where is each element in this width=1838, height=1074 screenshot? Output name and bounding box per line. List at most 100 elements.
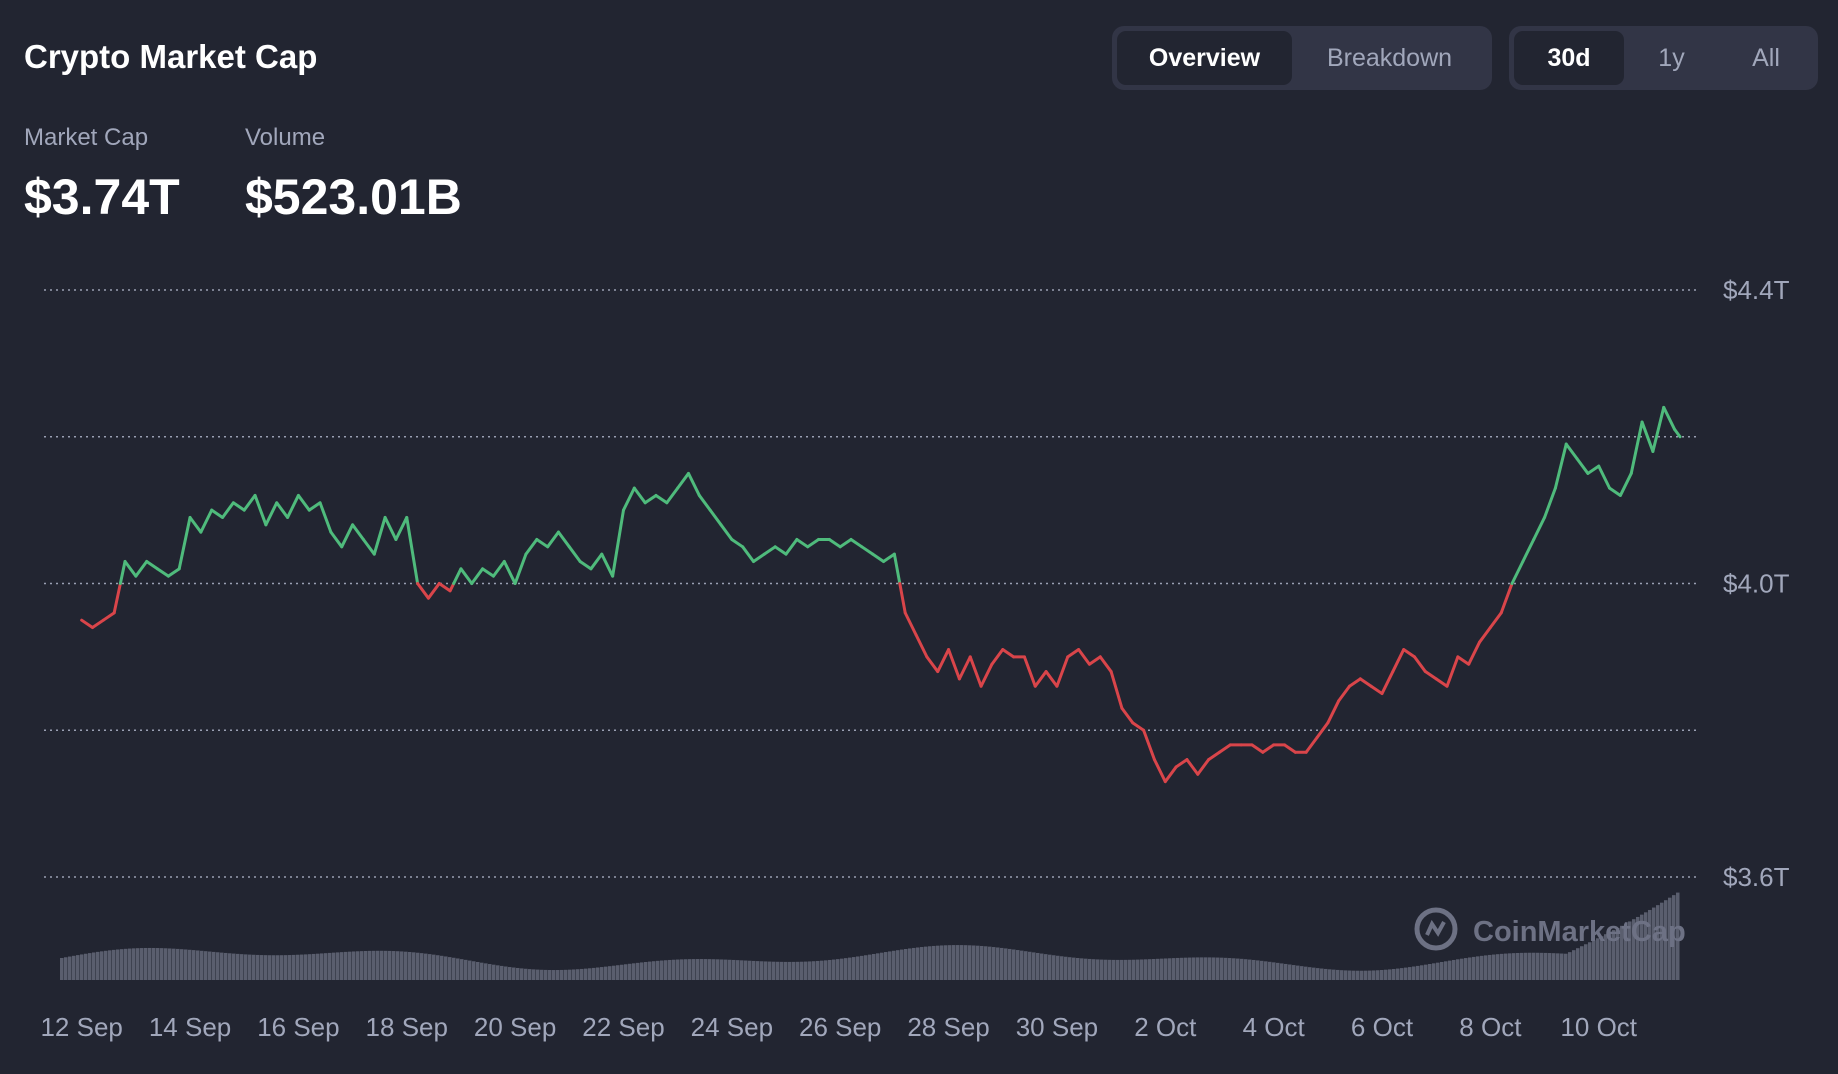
tab-breakdown[interactable]: Breakdown — [1326, 43, 1453, 72]
tab-1y[interactable]: 1y — [1658, 43, 1685, 72]
volume-bar — [564, 969, 568, 980]
volume-bar — [1528, 952, 1532, 980]
volume-bar — [1108, 959, 1112, 980]
volume-bar — [1516, 952, 1520, 980]
price-segment — [936, 648, 951, 674]
volume-bar — [1600, 936, 1604, 980]
volume-bar — [1132, 959, 1136, 980]
volume-bar — [1532, 952, 1536, 980]
volume-bar — [1588, 942, 1592, 980]
price-segment — [968, 655, 983, 688]
volume-bar — [520, 968, 524, 980]
volume-bar — [176, 948, 180, 980]
price-segment — [1185, 758, 1200, 776]
volume-bar — [200, 950, 204, 980]
price-segment — [1402, 648, 1417, 659]
volume-bar — [1164, 958, 1168, 980]
volume-bar — [1500, 953, 1504, 980]
price-segment — [1597, 464, 1612, 490]
volume-bar — [376, 950, 380, 980]
volume-bar — [368, 950, 372, 980]
volume-bar — [1192, 957, 1196, 980]
volume-bar — [580, 968, 584, 980]
tab-30d[interactable]: 30d — [1514, 31, 1624, 85]
volume-bar — [856, 956, 860, 980]
volume-bar — [248, 954, 252, 980]
volume-bar — [1116, 959, 1120, 980]
volume-bar — [1540, 952, 1544, 980]
volume-bar — [1496, 954, 1500, 980]
volume-bar — [504, 966, 508, 980]
volume-bar — [1512, 953, 1516, 980]
volume-bar — [708, 959, 712, 980]
volume-bar — [876, 953, 880, 980]
price-segment — [123, 559, 138, 578]
volume-bar — [996, 947, 1000, 980]
price-segment — [1553, 442, 1568, 490]
tab-all[interactable]: All — [1752, 43, 1780, 72]
volume-bar — [728, 959, 732, 980]
volume-bar — [1676, 892, 1680, 980]
volume-bar — [272, 955, 276, 980]
range-tab-group: 30d 1y All — [1509, 26, 1818, 90]
price-segment — [979, 662, 994, 688]
volume-bar — [936, 945, 940, 980]
y-axis: $4.4T $4.0T $3.6T — [1723, 275, 1790, 892]
volume-bar — [508, 967, 512, 980]
volume-bar — [620, 964, 624, 980]
price-segment — [1608, 486, 1622, 497]
volume-bar — [404, 951, 408, 980]
volume-bar — [276, 955, 280, 980]
volume-bar — [224, 952, 228, 980]
price-segment — [481, 567, 495, 578]
volume-bar — [1128, 959, 1132, 980]
price-segment — [1163, 765, 1178, 784]
volume-bar — [1148, 959, 1152, 980]
volume-bar — [792, 961, 796, 980]
price-segment — [1478, 626, 1492, 644]
volume-bar — [1596, 938, 1600, 980]
price-segment — [1391, 648, 1406, 674]
watermark: CoinMarketCap — [1414, 907, 1686, 951]
volume-bar — [1288, 964, 1292, 980]
volume-bar — [128, 948, 132, 980]
volume-bar — [1448, 960, 1452, 980]
volume-bar — [1284, 963, 1288, 980]
price-segment — [990, 648, 1005, 666]
volume-bar — [420, 953, 424, 980]
volume-bar — [888, 951, 892, 980]
volume-bar — [1308, 967, 1312, 980]
price-segment — [1066, 648, 1081, 659]
price-segment — [1250, 743, 1265, 754]
tab-overview[interactable]: Overview — [1117, 31, 1292, 85]
volume-bar — [1660, 902, 1664, 980]
volume-bar — [1060, 956, 1064, 980]
volume-bar — [1560, 953, 1564, 980]
volume-bar — [84, 953, 88, 980]
volume-bar — [716, 959, 720, 980]
volume-bar — [944, 945, 948, 980]
price-segment — [535, 537, 550, 549]
price-segment — [1196, 758, 1211, 776]
volume-bar — [492, 964, 496, 980]
price-segment — [1022, 655, 1037, 688]
volume-bar — [980, 945, 984, 980]
volume-bar — [468, 960, 472, 980]
price-segment — [1651, 405, 1666, 453]
x-tick-label: 2 Oct — [1134, 1012, 1197, 1042]
price-segment — [556, 530, 571, 549]
x-tick-label: 24 Sep — [691, 1012, 773, 1042]
volume-bar — [1656, 905, 1660, 980]
volume-bar — [1356, 970, 1360, 980]
volume-bar — [848, 957, 852, 980]
volume-bar — [144, 947, 148, 980]
volume-bar — [1572, 950, 1576, 980]
volume-bar — [1640, 914, 1644, 980]
volume-bar — [1240, 958, 1244, 980]
price-segment — [730, 537, 745, 549]
price-segment — [1077, 648, 1091, 666]
volume-bar — [264, 955, 268, 980]
volume-bar — [912, 947, 916, 980]
volume-bar — [1248, 959, 1252, 980]
